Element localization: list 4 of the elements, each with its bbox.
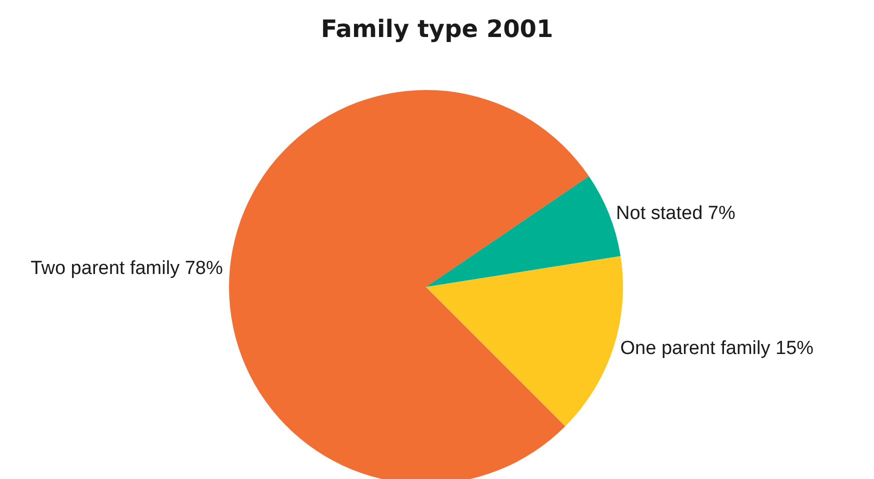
slice-label: One parent family 15% xyxy=(620,338,814,359)
slice-label: Two parent family 78% xyxy=(30,258,223,279)
chart-title: Family type 2001 xyxy=(320,15,554,43)
slice-label: Not stated 7% xyxy=(616,203,736,224)
